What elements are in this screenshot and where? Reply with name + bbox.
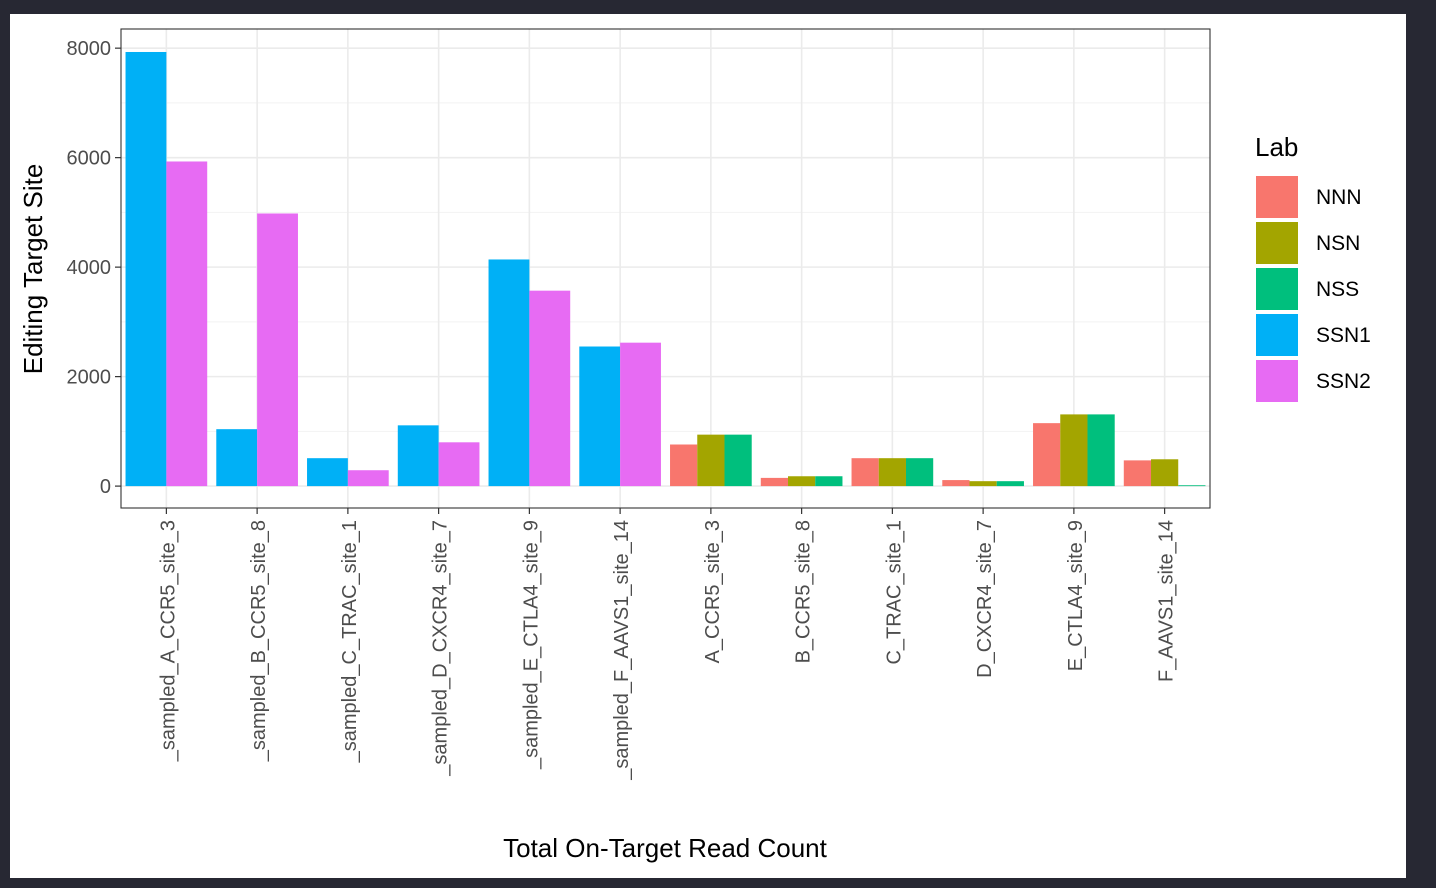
bar <box>1060 414 1088 487</box>
bar <box>529 290 571 487</box>
bar <box>815 476 843 487</box>
bar <box>307 458 348 487</box>
bar <box>1123 460 1152 487</box>
x-tick-label: _sampled_B_CCR5_site_8 <box>248 520 270 762</box>
y-tick-label: 0 <box>100 476 111 498</box>
legend-swatch <box>1256 268 1298 310</box>
bar <box>878 458 906 487</box>
legend: Lab NNN NSN NSS SSN1 SSN2 <box>1255 132 1371 402</box>
legend-title: Lab <box>1255 132 1298 162</box>
chart-canvas: 0 2000 4000 6000 8000 _sampled_A_CCR5_site_3… <box>10 14 1406 878</box>
y-tick-label: 6000 <box>67 148 112 170</box>
bar <box>488 259 530 487</box>
bar <box>969 481 997 487</box>
bar <box>257 213 298 487</box>
bar <box>579 346 621 487</box>
bar-chart: 0 2000 4000 6000 8000 _sampled_A_CCR5_site_3… <box>18 28 1371 863</box>
legend-label: NSS <box>1316 278 1359 301</box>
x-tick-label: _sampled_E_CTLA4_site_9 <box>520 520 542 770</box>
bar <box>942 480 970 487</box>
legend-swatch <box>1256 176 1298 218</box>
bar <box>760 477 789 487</box>
bar <box>216 429 258 487</box>
bar <box>670 444 698 487</box>
x-tick-label: D_CXCR4_site_7 <box>974 520 996 678</box>
bars <box>125 51 1206 487</box>
bar <box>1151 459 1179 487</box>
bar <box>1087 414 1115 487</box>
x-tick-label: B_CCR5_site_8 <box>793 520 815 663</box>
bar <box>724 434 752 487</box>
legend-swatch <box>1256 222 1298 264</box>
bar <box>1178 485 1206 487</box>
x-axis-title: Total On-Target Read Count <box>503 833 828 863</box>
y-tick-label: 2000 <box>67 367 112 389</box>
legend-label: NNN <box>1316 186 1362 209</box>
y-tick-label: 8000 <box>67 38 112 60</box>
x-tick-label: _sampled_F_AAVS1_site_14 <box>611 520 633 781</box>
bar <box>620 342 661 487</box>
bar <box>788 476 816 487</box>
bar <box>438 442 480 487</box>
bar <box>347 470 389 487</box>
bar <box>125 51 167 487</box>
legend-label: SSN1 <box>1316 324 1371 347</box>
legend-swatch <box>1256 360 1298 402</box>
bar <box>905 458 934 487</box>
bar <box>397 425 439 487</box>
y-axis: 0 2000 4000 6000 8000 <box>67 38 121 498</box>
bar <box>1033 423 1061 487</box>
legend-label: SSN2 <box>1316 370 1371 393</box>
y-tick-label: 4000 <box>67 257 112 279</box>
minor-gridlines <box>121 102 1210 432</box>
x-tick-label: E_CTLA4_site_9 <box>1065 520 1087 671</box>
legend-swatch <box>1256 314 1298 356</box>
bar <box>697 434 725 487</box>
bar <box>996 481 1024 487</box>
x-tick-label: F_AAVS1_site_14 <box>1156 520 1178 682</box>
x-tick-label: C_TRAC_site_1 <box>883 520 905 665</box>
x-axis: _sampled_A_CCR5_site_3 _sampled_B_CCR5_si… <box>157 508 1178 781</box>
x-tick-label: _sampled_D_CXCR4_site_7 <box>430 520 452 777</box>
bar <box>166 161 208 487</box>
x-tick-label: _sampled_A_CCR5_site_3 <box>157 520 179 762</box>
y-axis-title: Editing Target Site <box>18 164 48 375</box>
plot-panel <box>121 29 1210 508</box>
x-tick-label: A_CCR5_site_3 <box>702 520 724 663</box>
x-tick-label: _sampled_C_TRAC_site_1 <box>339 520 361 763</box>
legend-label: NSN <box>1316 232 1360 255</box>
plot-border <box>120 28 1211 509</box>
bar <box>851 458 879 487</box>
